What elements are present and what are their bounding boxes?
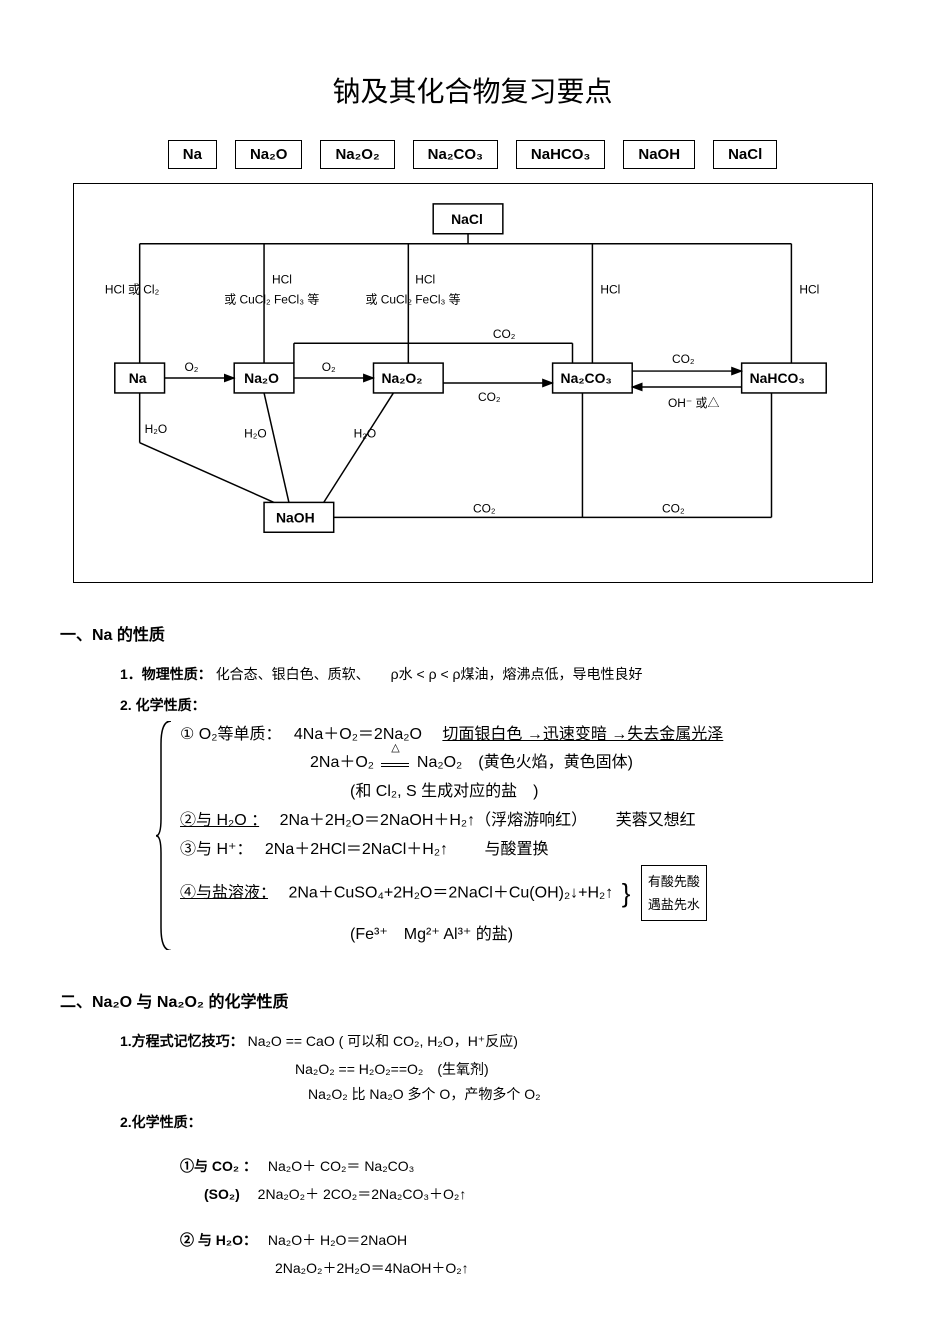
svg-text:HCl: HCl (799, 282, 819, 296)
reaction-diagram: NaCl Na Na₂O Na₂O₂ Na₂CO₃ NaHCO₃ NaOH HC… (73, 183, 873, 583)
svg-text:H₂O: H₂O (353, 427, 376, 441)
side-note-box: 有酸先酸 遇盐先水 (641, 865, 707, 922)
line1-note: 切面银白色 →迅速变暗 →失去金属光泽 (442, 726, 723, 743)
phys-label: 1．物理性质： (120, 666, 212, 682)
svg-text:Na₂O₂: Na₂O₂ (381, 370, 422, 386)
box-na2o: Na₂O (235, 140, 303, 169)
h2o-line2: 2Na₂O₂＋2H₂O＝4NaOH＋O₂↑ (275, 1254, 885, 1282)
svg-text:CO₂: CO₂ (492, 327, 515, 341)
svg-text:Na₂CO₃: Na₂CO₃ (560, 370, 611, 386)
svg-text:O₂: O₂ (184, 360, 198, 374)
svg-text:CO₂: CO₂ (672, 352, 695, 366)
svg-text:或 CuCl₂ FeCl₃ 等: 或 CuCl₂ FeCl₃ 等 (365, 292, 460, 306)
chem2-label: 2.化学性质： (120, 1107, 885, 1138)
svg-text:HCl: HCl (415, 273, 435, 287)
svg-text:CO₂: CO₂ (662, 501, 685, 515)
box-naoh: NaOH (623, 140, 695, 169)
svg-text:OH⁻ 或△: OH⁻ 或△ (668, 396, 719, 410)
chem-line3: ③与 H⁺： 2Na＋2HCl＝2NaCl＋H₂↑ 与酸置换 (180, 836, 885, 865)
svg-text:Na₂O: Na₂O (244, 370, 279, 386)
chem-line1b: 2Na＋O₂ △ Na₂O₂ (黄色火焰，黄色固体) (180, 749, 885, 778)
box-na2co3: Na₂CO₃ (413, 140, 498, 169)
svg-text:CO₂: CO₂ (473, 501, 496, 515)
section1-header: 一、Na 的性质 (60, 621, 885, 645)
svg-text:O₂: O₂ (321, 360, 335, 374)
page-title: 钠及其化合物复习要点 (60, 70, 885, 110)
chem-line4b: (Fe³⁺ Mg²⁺ Al³⁺ 的盐) (180, 921, 885, 950)
svg-text:NaCl: NaCl (451, 211, 483, 227)
chem-line2: ②与 H₂O ： 2Na＋2H₂O＝2NaOH＋H₂↑（浮熔游响红） 芙蓉又想红 (180, 807, 885, 836)
tip-block: 1.方程式记忆技巧： Na₂O == CaO ( 可以和 CO₂, H₂O，H⁺… (120, 1026, 885, 1057)
box-na2o2: Na₂O₂ (320, 140, 394, 169)
chem-line1: ① O₂等单质： 4Na＋O₂＝2Na₂O 切面银白色 →迅速变暗 →失去金属光… (180, 721, 885, 750)
co2-line: ①与 CO₂ ： Na₂O＋ CO₂＝ Na₂CO₃ (180, 1152, 885, 1180)
phys-text: 化合态、银白色、质软、 ρ水 < ρ < ρ煤油，熔沸点低，导电性良好 (216, 666, 643, 682)
svg-text:HCl: HCl (600, 282, 620, 296)
compound-box-row: Na Na₂O Na₂O₂ Na₂CO₃ NaHCO₃ NaOH NaCl (60, 140, 885, 169)
box-nacl: NaCl (713, 140, 777, 169)
chem-line1c: (和 Cl₂, S 生成对应的盐 ) (180, 778, 885, 807)
svg-text:HCl: HCl (272, 273, 292, 287)
h2o-line: ② 与 H₂O： Na₂O＋ H₂O＝2NaOH (180, 1226, 885, 1254)
phys-props: 1．物理性质： 化合态、银白色、质软、 ρ水 < ρ < ρ煤油，熔沸点低，导电… (120, 659, 885, 690)
svg-text:NaOH: NaOH (275, 509, 314, 525)
so2-line: (SO₂) 2Na₂O₂＋ 2CO₂＝2Na₂CO₃＋O₂↑ (180, 1180, 885, 1208)
line1-head: ① O₂等单质： (180, 726, 273, 743)
svg-text:Na: Na (128, 370, 146, 386)
edge-cucl2: 或 CuCl₂ FeCl₃ 等 (224, 292, 319, 306)
svg-text:NaHCO₃: NaHCO₃ (749, 370, 804, 386)
svg-text:H₂O: H₂O (244, 427, 267, 441)
tip3: Na₂O₂ 比 Na₂O 多个 O，产物多个 O₂ (308, 1082, 885, 1107)
svg-text:CO₂: CO₂ (477, 390, 500, 404)
box-nahco3: NaHCO₃ (516, 140, 605, 169)
chem-brace-block: ① O₂等单质： 4Na＋O₂＝2Na₂O 切面银白色 →迅速变暗 →失去金属光… (180, 721, 885, 951)
chem-line4: ④与盐溶液： 2Na＋CuSO₄+2H₂O＝2NaCl＋Cu(OH)₂↓+H₂↑… (180, 865, 885, 922)
chem-label: 2. 化学性质： (120, 690, 885, 721)
svg-text:H₂O: H₂O (144, 422, 167, 436)
edge-hcl-cl2: HCl 或 Cl₂ (104, 282, 159, 296)
box-na: Na (168, 140, 217, 169)
section2-header: 二、Na₂O 与 Na₂O₂ 的化学性质 (60, 988, 885, 1012)
tip2: Na₂O₂ == H₂O₂==O₂ (生氧剂) (295, 1057, 885, 1082)
